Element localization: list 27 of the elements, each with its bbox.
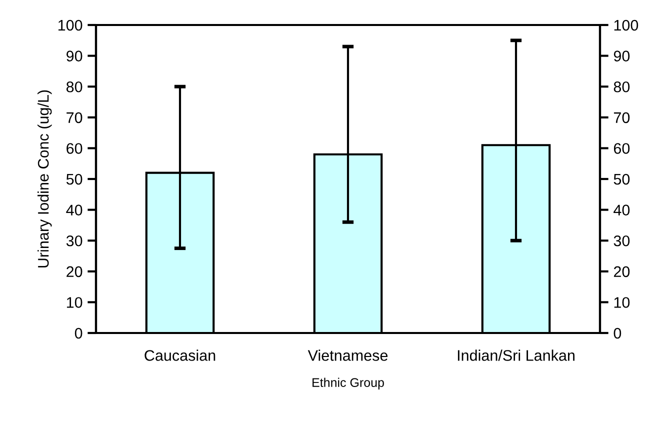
- y2-tick-label: 60: [614, 143, 630, 154]
- y-tick-label: 40: [66, 204, 82, 216]
- y2-tick-label: 90: [614, 50, 630, 62]
- y2-tick-label: 40: [614, 204, 630, 216]
- y-axis-title: Urinary Iodine Conc (ug/L): [38, 90, 52, 268]
- y2-tick-label: 30: [614, 235, 630, 246]
- y-tick-label: 30: [66, 235, 82, 246]
- x-tick-label: Caucasian: [144, 350, 216, 361]
- y-tick-label: 20: [66, 266, 82, 278]
- y2-tick-label: 10: [614, 297, 630, 308]
- y-tick-label: 10: [66, 297, 82, 308]
- y-tick-label: 90: [66, 50, 82, 62]
- x-tick-label: Indian/Sri Lankan: [458, 350, 574, 361]
- y-tick-label: 70: [66, 112, 82, 124]
- y-tick-label: 80: [66, 81, 82, 92]
- y2-tick-label: 0: [614, 328, 622, 339]
- y2-tick-label: 80: [614, 81, 630, 92]
- y-tick-label: 0: [74, 328, 82, 339]
- y2-tick-label: 50: [614, 174, 630, 185]
- y-tick-label: 100: [58, 20, 82, 31]
- y2-tick-label: 100: [614, 20, 638, 31]
- y-tick-label: 50: [66, 174, 82, 185]
- y2-tick-label: 70: [614, 112, 630, 124]
- x-tick-label: Vietnamese: [308, 350, 388, 361]
- x-axis-title: Ethnic Group: [312, 378, 384, 390]
- y-tick-label: 60: [66, 143, 82, 154]
- y2-tick-label: 20: [614, 266, 630, 278]
